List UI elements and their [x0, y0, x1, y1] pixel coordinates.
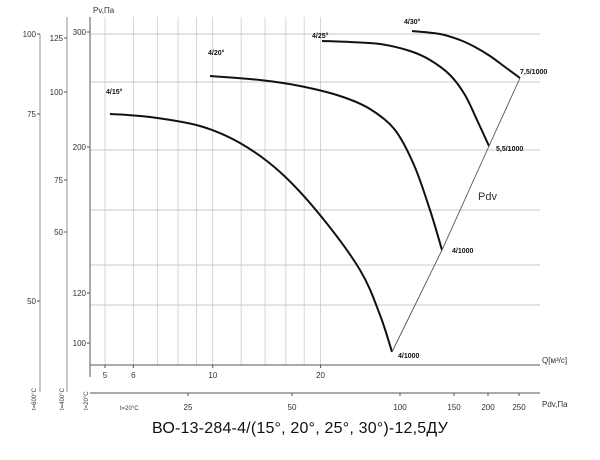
q-tick-label: 6 [131, 371, 136, 380]
series-end-label-4-30: 7,5/1000 [520, 69, 547, 76]
pv-tick-label: 200 [73, 143, 87, 152]
pdv-tick-label: 25 [184, 403, 193, 412]
series-line-4-30 [411, 30, 521, 79]
pdv-tick-label: 150 [447, 403, 461, 412]
series-end-label-4-25: 5,5/1000 [496, 146, 523, 153]
pdv-temp-note: t=20°C [120, 406, 139, 412]
pdv-line [391, 77, 521, 353]
q-tick-label: 5 [103, 371, 108, 380]
q-tick-label: 10 [208, 371, 217, 380]
pdv-line-label: Pdv [478, 191, 497, 203]
pv-tick-label: 300 [73, 28, 87, 37]
q-tick-label: 20 [316, 371, 325, 380]
curves-layer [109, 30, 521, 353]
series-end-label-4-15: 4/1000 [398, 353, 420, 360]
pv-tick-label: 100 [73, 339, 87, 348]
series-line-4-15 [109, 113, 393, 353]
axes-layer: 100 120 200 300 50 75 100 125 50 75 100 5 6 10 20 Q[м³/… [23, 6, 569, 412]
pdv-tick-label: 100 [393, 403, 407, 412]
pv-t600-tick-label: 100 [23, 30, 37, 39]
series-label-4-30: 4/30° [404, 18, 421, 26]
chart-svg: 100 120 200 300 50 75 100 125 50 75 100 5 6 10 20 Q[м³/… [23, 6, 569, 412]
series-line-4-25 [321, 40, 490, 147]
pv-t600-tick-label: 75 [27, 110, 36, 119]
grid-layer [90, 17, 540, 365]
series-label-4-25: 4/25° [312, 32, 329, 40]
series-line-4-20 [209, 75, 443, 251]
pdv-tick-label: 50 [288, 403, 297, 412]
pdv-tick-label: 200 [481, 403, 495, 412]
pv-axis-title: Pv,Па [93, 6, 115, 15]
pdv-tick-label: 250 [512, 403, 526, 412]
pv-t600-tick-label: 50 [27, 297, 36, 306]
chart-title: ВО-13-284-4/(15°, 20°, 25°, 30°)-12,5ДУ [152, 420, 448, 437]
pv-t400-tick-label: 100 [50, 88, 64, 97]
q-axis-title: Q[м³/с] [542, 356, 567, 365]
series-label-4-20: 4/20° [208, 49, 225, 57]
temp-label-20: t=20°C [84, 391, 90, 410]
pv-tick-label: 120 [73, 289, 87, 298]
temp-label-600: t=600°C [32, 387, 38, 410]
series-end-label-4-20: 4/1000 [452, 248, 474, 255]
pv-t400-tick-label: 125 [50, 34, 64, 43]
pv-t400-tick-label: 50 [54, 228, 63, 237]
temp-label-400: t=400°C [60, 387, 66, 410]
pdv-axis-title: Pdv,Па [542, 400, 568, 409]
pv-t400-tick-label: 75 [54, 176, 63, 185]
labels-layer: 4/15° 4/1000 4/20° 4/1000 4/25° 5,5/1000 4/30°… [106, 18, 547, 360]
series-label-4-15: 4/15° [106, 88, 123, 96]
